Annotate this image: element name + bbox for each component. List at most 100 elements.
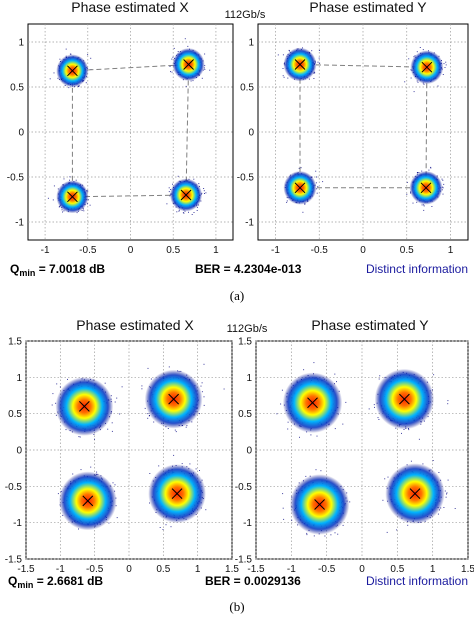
noise-dot: [203, 396, 205, 398]
x-tick-label: 1.5: [461, 564, 474, 575]
point-marker: [171, 488, 183, 499]
noise-dot: [159, 527, 161, 528]
noise-dot: [47, 197, 49, 199]
noise-dot: [178, 210, 180, 212]
x-tick-label: -1: [56, 564, 65, 575]
noise-dot: [188, 211, 189, 213]
noise-dot: [203, 363, 205, 365]
noise-dot: [287, 77, 289, 79]
noise-dot: [192, 80, 194, 82]
noise-dot: [107, 428, 109, 430]
noise-dot: [196, 210, 198, 211]
noise-dot: [170, 71, 171, 73]
noise-dot: [334, 373, 336, 375]
point-marker: [294, 59, 306, 70]
constellation-link: [72, 64, 189, 72]
noise-dot: [94, 438, 95, 440]
scatter-plot-a-x: -1 -0.5 0 0.5 1-1-0.500.51: [7, 23, 234, 256]
noise-dot: [57, 493, 59, 495]
y-tick-label: -1: [243, 518, 252, 529]
noise-dot: [59, 386, 61, 388]
noise-dot: [52, 393, 54, 395]
noise-dot: [203, 190, 205, 192]
noise-dot: [76, 212, 78, 214]
y-tick-label: 1.5: [8, 337, 22, 348]
noise-dot: [378, 419, 380, 420]
noise-dot: [300, 167, 302, 169]
x-tick-label: -1: [271, 245, 280, 256]
noise-dot: [169, 66, 171, 67]
noise-dot: [177, 175, 179, 177]
noise-dot: [168, 366, 170, 368]
title-a-y: Phase estimated Y: [309, 0, 427, 15]
noise-dot: [177, 51, 179, 52]
noise-dot: [303, 369, 305, 371]
x-tick-label: -1.5: [17, 564, 35, 575]
x-tick-label: -0.5: [79, 245, 97, 256]
noise-dot: [148, 415, 150, 417]
noise-dot: [191, 214, 193, 215]
noise-dot: [80, 469, 82, 471]
noise-dot: [203, 188, 205, 189]
noise-dot: [158, 465, 160, 467]
noise-dot: [286, 201, 288, 203]
noise-dot: [315, 182, 317, 184]
point-marker: [183, 59, 194, 70]
noise-dot: [298, 167, 300, 169]
noise-dot: [181, 463, 183, 465]
noise-dot: [318, 57, 320, 59]
noise-dot: [304, 203, 306, 205]
point-marker: [294, 182, 306, 194]
noise-dot: [280, 403, 282, 405]
noise-dot: [442, 179, 444, 181]
noise-dot: [416, 172, 418, 173]
noise-dot: [299, 436, 300, 438]
noise-dot: [172, 56, 174, 58]
x-tick-label: 0: [126, 564, 132, 575]
y-tick-label: -1: [15, 218, 24, 229]
noise-dot: [287, 421, 289, 423]
noise-dot: [116, 517, 118, 519]
y-tick-label: 0.5: [240, 83, 254, 94]
noise-dot: [78, 86, 80, 87]
caption-a: (a): [230, 288, 244, 303]
noise-dot: [441, 178, 443, 180]
noise-dot: [203, 67, 205, 69]
point-marker: [420, 182, 432, 194]
noise-dot: [319, 62, 321, 64]
noise-dot: [204, 193, 205, 194]
x-tick-label: 0.5: [390, 564, 404, 575]
noise-dot: [119, 413, 121, 415]
noise-dot: [336, 381, 337, 383]
noise-dot: [442, 193, 444, 195]
point-marker: [67, 65, 78, 77]
noise-dot: [67, 378, 68, 380]
noise-dot: [170, 526, 172, 528]
noise-dot: [63, 178, 65, 180]
y-tick-label: 0: [248, 128, 254, 139]
noise-dot: [65, 48, 67, 50]
noise-dot: [421, 170, 423, 172]
y-tick-label: -0.5: [237, 173, 255, 184]
noise-dot: [282, 68, 284, 69]
noise-dot: [185, 85, 187, 87]
noise-dot: [114, 484, 116, 486]
noise-dot: [315, 170, 317, 172]
noise-dot: [417, 81, 419, 83]
noise-dot: [401, 432, 402, 434]
noise-dot: [416, 51, 418, 53]
x-tick-label: 1: [430, 564, 436, 575]
scatter-plot-b-y: -1.5 -1 -0.5 0 0.5 1 1.5-1.5-1-0.500.511.5: [235, 337, 474, 576]
noise-dot: [421, 204, 423, 206]
x-tick-label: 0: [360, 245, 366, 256]
distinct-info-a: Distinct information: [366, 262, 468, 276]
x-tick-label: 0.5: [156, 564, 170, 575]
noise-dot: [423, 204, 425, 206]
noise-dot: [111, 430, 113, 432]
noise-dot: [430, 167, 432, 169]
noise-dot: [283, 76, 285, 78]
noise-dot: [317, 61, 319, 63]
noise-dot: [334, 428, 336, 430]
x-tick-label: -1: [41, 245, 50, 256]
noise-dot: [199, 470, 200, 471]
